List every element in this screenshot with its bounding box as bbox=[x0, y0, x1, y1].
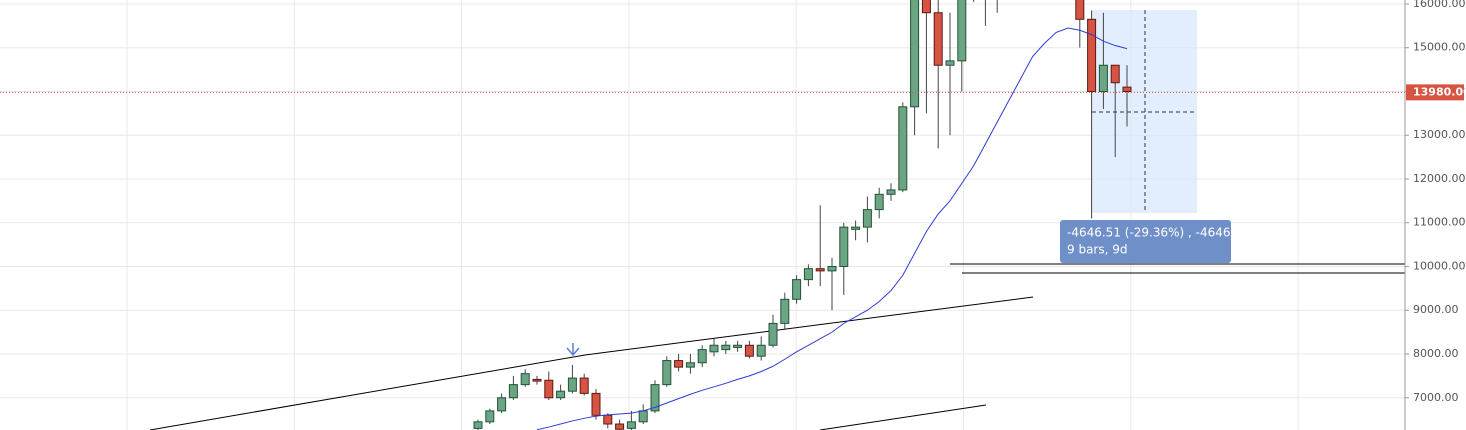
candle-body bbox=[544, 379, 554, 399]
y-tick-label: 11000.00 bbox=[1413, 216, 1466, 229]
candle-body bbox=[921, 0, 931, 14]
candle-body bbox=[497, 397, 507, 412]
candle-body bbox=[603, 414, 613, 425]
candle-body bbox=[756, 344, 766, 357]
y-tick-label: 15000.00 bbox=[1413, 41, 1466, 54]
trend-line bbox=[584, 296, 1034, 356]
candle-body bbox=[768, 322, 778, 346]
candle-body bbox=[638, 410, 648, 423]
candle-body bbox=[1087, 18, 1097, 92]
candle-body bbox=[508, 384, 518, 399]
y-tick-label: 8000.00 bbox=[1413, 347, 1459, 360]
candle-body bbox=[567, 377, 577, 392]
candle-body bbox=[744, 344, 754, 357]
candle-body bbox=[886, 189, 896, 195]
candle-body bbox=[532, 378, 542, 382]
y-tick-label: 13000.00 bbox=[1413, 128, 1466, 141]
candle-body bbox=[1098, 64, 1108, 92]
candle-body bbox=[685, 362, 695, 368]
candle-body bbox=[709, 344, 719, 353]
ma-line bbox=[536, 27, 1128, 430]
candle-body bbox=[851, 226, 861, 230]
candle-body bbox=[674, 360, 684, 368]
candle-body bbox=[473, 421, 483, 429]
candle-body bbox=[910, 0, 920, 108]
candle-body bbox=[957, 0, 967, 62]
candle-body bbox=[945, 60, 955, 66]
trend-line bbox=[819, 404, 987, 430]
candle-body bbox=[579, 377, 589, 394]
candle-body bbox=[591, 392, 601, 416]
candle-body bbox=[827, 265, 837, 272]
y-axis: 16000.0015000.0014000.0013000.0012000.00… bbox=[1405, 0, 1466, 404]
candle-body bbox=[780, 298, 790, 324]
last-price-label: 13980.00 bbox=[1413, 85, 1466, 98]
candle-body bbox=[721, 344, 731, 351]
y-tick-label: 16000.00 bbox=[1413, 0, 1466, 10]
trend-line bbox=[149, 354, 586, 430]
candle-body bbox=[792, 279, 802, 300]
y-tick-label: 12000.00 bbox=[1413, 172, 1466, 185]
plot bbox=[0, 0, 1405, 430]
arrow-marker bbox=[566, 343, 580, 357]
candle-body bbox=[1075, 0, 1085, 20]
last-price-box bbox=[1406, 84, 1464, 101]
candle-body bbox=[815, 268, 825, 272]
candle-body bbox=[662, 360, 672, 386]
pane bbox=[0, 0, 1405, 430]
y-tick-label: 7000.00 bbox=[1413, 391, 1459, 404]
candle-body bbox=[697, 349, 707, 364]
candle-body bbox=[485, 410, 495, 423]
candle-body bbox=[650, 384, 660, 412]
candle-body bbox=[615, 423, 625, 430]
candle-body bbox=[626, 421, 636, 429]
y-tick-label: 10000.00 bbox=[1413, 259, 1466, 272]
measure-label: -4646.51 (-29.36%) , -464651 bbox=[1067, 226, 1246, 240]
candle-body bbox=[1110, 64, 1120, 84]
measure-tooltip bbox=[1060, 220, 1231, 263]
candle-body bbox=[898, 106, 908, 191]
candle-body bbox=[874, 193, 884, 211]
candle-body bbox=[933, 12, 943, 66]
candle-body bbox=[862, 209, 872, 228]
measure-bars: 9 bars, 9d bbox=[1067, 243, 1128, 257]
candle-body bbox=[839, 226, 849, 267]
candle-body bbox=[520, 373, 530, 386]
y-tick-label: 9000.00 bbox=[1413, 303, 1459, 316]
candle-body bbox=[1122, 86, 1132, 92]
candle-body bbox=[733, 344, 743, 348]
candle-body bbox=[556, 390, 566, 399]
candle-body bbox=[803, 268, 813, 281]
